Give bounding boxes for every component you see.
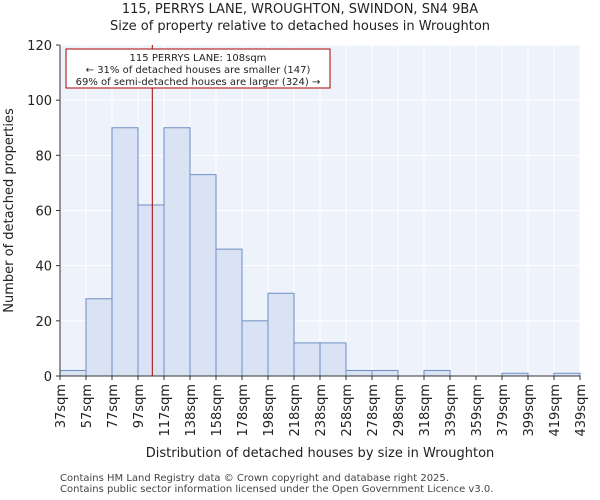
annotation-line: ← 31% of detached houses are smaller (14… xyxy=(86,65,311,76)
x-tick-label: 278sqm xyxy=(366,384,381,437)
histogram-bar xyxy=(293,342,321,377)
histogram-bar xyxy=(59,369,87,377)
histogram-bar xyxy=(319,342,347,377)
y-tick-label: 40 xyxy=(35,260,52,275)
y-tick-label: 100 xyxy=(27,94,52,109)
x-axis-title: Distribution of detached houses by size … xyxy=(146,446,495,461)
histogram-bar xyxy=(423,369,451,377)
x-tick-label: 178sqm xyxy=(236,384,251,437)
histogram-bar xyxy=(215,248,243,377)
x-tick-label: 117sqm xyxy=(158,384,173,437)
x-tick-label: 37sqm xyxy=(54,384,69,428)
annotation-box xyxy=(65,48,331,89)
x-tick-label: 57sqm xyxy=(80,384,95,428)
x-tick-label: 218sqm xyxy=(288,384,303,437)
x-tick-label: 419sqm xyxy=(548,384,563,437)
y-tick-label: 80 xyxy=(35,149,52,164)
y-tick-label: 0 xyxy=(44,370,52,385)
x-tick-label: 158sqm xyxy=(210,384,225,437)
histogram-bar xyxy=(241,320,269,377)
x-tick-label: 238sqm xyxy=(314,384,329,437)
x-tick-label: 258sqm xyxy=(340,384,355,437)
y-tick-label: 20 xyxy=(35,315,52,330)
y-axis-title: Number of detached properties xyxy=(2,108,17,313)
x-tick-label: 138sqm xyxy=(184,384,199,437)
y-tick-label: 120 xyxy=(27,39,52,54)
x-tick-label: 339sqm xyxy=(444,384,459,437)
histogram-bar xyxy=(85,298,113,377)
annotation-line: 115 PERRYS LANE: 108sqm xyxy=(130,53,267,64)
footer-attribution-1: Contains HM Land Registry data © Crown c… xyxy=(60,473,449,484)
histogram-bar xyxy=(163,127,191,377)
histogram-bar xyxy=(267,292,295,377)
annotation-line: 69% of semi-detached houses are larger (… xyxy=(76,77,321,88)
x-tick-label: 198sqm xyxy=(262,384,277,437)
chart-title: 115, PERRYS LANE, WROUGHTON, SWINDON, SN… xyxy=(121,2,479,17)
x-tick-label: 359sqm xyxy=(470,384,485,437)
y-tick-label: 60 xyxy=(35,205,52,220)
x-tick-label: 379sqm xyxy=(496,384,511,437)
x-tick-label: 97sqm xyxy=(132,384,147,428)
x-tick-label: 439sqm xyxy=(574,384,589,437)
chart-subtitle: Size of property relative to detached ho… xyxy=(109,19,491,34)
footer-attribution-2: Contains public sector information licen… xyxy=(60,484,494,495)
histogram-bar xyxy=(371,369,399,377)
histogram-bar xyxy=(111,127,139,377)
x-tick-label: 298sqm xyxy=(392,384,407,437)
x-tick-label: 318sqm xyxy=(418,384,433,437)
histogram-bar xyxy=(189,174,217,377)
x-tick-label: 399sqm xyxy=(522,384,537,437)
x-tick-label: 77sqm xyxy=(106,384,121,428)
histogram-bar xyxy=(345,369,373,377)
histogram-bar xyxy=(137,204,165,377)
chart-area: 0 20 40 60 80 100 120 37sqm 57sqm 77sqm 97sqm 117sq… xyxy=(2,39,589,461)
